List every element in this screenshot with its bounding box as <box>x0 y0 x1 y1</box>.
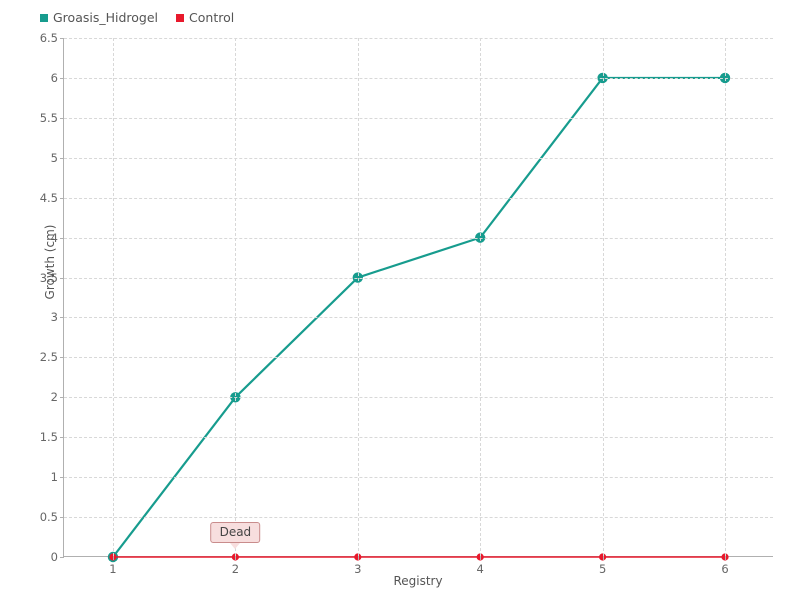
legend-item-groasis-hidrogel[interactable]: Groasis_Hidrogel <box>40 10 158 25</box>
data-point-marker[interactable] <box>721 553 729 561</box>
y-tick-mark <box>60 117 64 119</box>
annotation-dead: Dead <box>210 522 261 543</box>
y-tick-mark <box>60 38 64 39</box>
legend-swatch-groasis-hidrogel <box>40 13 48 22</box>
y-tick-label: 1 <box>50 470 58 485</box>
series-line-groasis-hidrogel <box>112 76 726 558</box>
grid-line-horizontal <box>64 437 773 439</box>
legend-item-control[interactable]: Control <box>176 10 234 25</box>
y-tick-mark <box>60 477 64 479</box>
y-tick-label: 6 <box>50 70 58 85</box>
x-tick-label: 5 <box>598 562 607 576</box>
x-tick-label: 1 <box>109 562 117 576</box>
grid-line-vertical <box>235 38 237 556</box>
grid-line-horizontal <box>64 157 773 159</box>
y-tick-label: 5.5 <box>39 110 58 125</box>
grid-line-horizontal <box>64 237 773 239</box>
grid-line-vertical <box>480 38 482 556</box>
y-tick-label: 4.5 <box>39 190 58 205</box>
y-tick-mark <box>60 357 64 359</box>
grid-line-horizontal <box>64 38 773 39</box>
x-tick-mark <box>235 556 237 560</box>
grid-line-vertical <box>357 38 359 556</box>
grid-line-horizontal <box>64 277 773 279</box>
y-tick-mark <box>60 317 64 319</box>
y-tick-mark <box>60 277 64 279</box>
x-tick-mark <box>480 556 482 560</box>
grid-line-horizontal <box>64 77 773 79</box>
y-tick-label: 2 <box>50 390 58 405</box>
y-tick-label: 1.5 <box>39 430 58 445</box>
x-axis-label: Registry <box>393 574 443 588</box>
y-axis-label: Growth (cm) <box>43 224 57 300</box>
grid-line-horizontal <box>64 517 773 519</box>
chart-legend: Groasis_Hidrogel Control <box>40 10 234 25</box>
grid-line-horizontal <box>64 197 773 199</box>
y-tick-mark <box>60 517 64 519</box>
plot-area: 0 0.5 1 1.5 2 2.5 3 3.5 4 4.5 5 5.5 6 6.5 1 2 3 4 5 6 Dead <box>40 31 773 576</box>
y-tick-label: 0.5 <box>39 510 58 525</box>
legend-swatch-control <box>176 13 185 22</box>
grid-line-horizontal <box>64 317 773 319</box>
grid-line-vertical <box>112 38 114 556</box>
y-tick-mark <box>60 197 64 199</box>
y-tick-mark <box>60 157 64 159</box>
data-point-marker[interactable] <box>719 72 731 84</box>
y-tick-label: 0 <box>50 550 58 564</box>
series-lines <box>107 72 731 563</box>
grid-line-horizontal <box>64 397 773 399</box>
x-tick-label: 6 <box>721 562 729 576</box>
y-tick-mark <box>60 557 64 558</box>
annotation-tail-icon <box>230 543 241 549</box>
grid-line-horizontal <box>64 117 773 119</box>
x-tick-label: 4 <box>476 562 484 576</box>
legend-label-groasis-hidrogel: Groasis_Hidrogel <box>53 10 159 25</box>
x-tick-mark <box>725 556 727 560</box>
y-tick-mark <box>60 437 64 439</box>
grid-line-vertical <box>725 38 727 556</box>
grid-line-vertical <box>602 38 604 556</box>
x-tick-label: 2 <box>231 562 240 576</box>
y-tick-mark <box>60 397 64 399</box>
x-tick-mark <box>602 556 604 560</box>
x-tick-label: 3 <box>354 562 362 576</box>
y-tick-label: 3 <box>50 310 58 325</box>
y-tick-label: 6.5 <box>39 31 58 45</box>
grid-line-horizontal <box>64 477 773 479</box>
y-tick-label: 5 <box>50 150 58 165</box>
y-tick-label: 3.5 <box>39 270 58 285</box>
y-tick-mark <box>60 77 64 79</box>
y-tick-label: 4 <box>50 230 58 245</box>
x-tick-mark <box>112 556 114 560</box>
grid-line-horizontal <box>64 357 773 359</box>
legend-label-control: Control <box>189 10 235 25</box>
y-tick-label: 2.5 <box>39 350 58 365</box>
x-tick-mark <box>357 556 359 560</box>
y-tick-mark <box>60 237 64 239</box>
